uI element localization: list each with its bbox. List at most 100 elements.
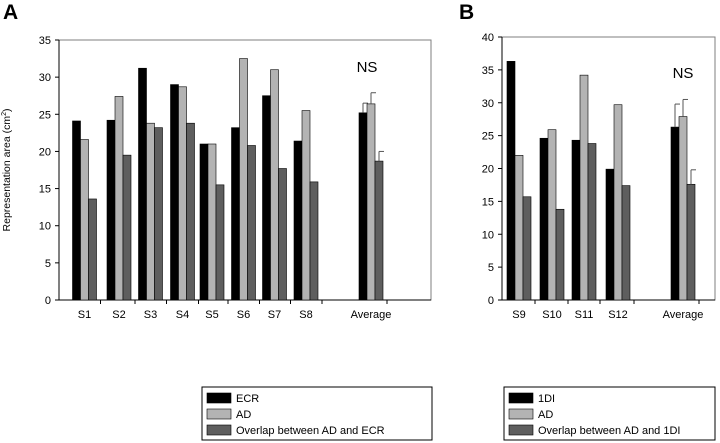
x-tick-label: S6 bbox=[237, 309, 250, 321]
legend-label-a-2: Overlap between AD and ECR bbox=[236, 425, 385, 437]
bar-a-s1-c6 bbox=[270, 69, 279, 301]
legend-swatch-b-0 bbox=[508, 392, 534, 404]
y-tick-label: 20 bbox=[482, 164, 494, 176]
x-tick-label: S3 bbox=[144, 309, 157, 321]
legend-box-a bbox=[201, 386, 433, 441]
legend-swatch-b-1 bbox=[508, 408, 534, 420]
bar-a-s1-c2 bbox=[146, 122, 155, 301]
y-tick-label: 0 bbox=[45, 295, 51, 307]
y-axis-title-a: Representation area (cm2) bbox=[1, 109, 13, 232]
legend-swatch-a-0 bbox=[206, 392, 232, 404]
x-ticks-b: S9 S10 S11 S12 Average bbox=[512, 300, 703, 321]
bar-a-s1-c1 bbox=[114, 96, 124, 301]
chart-panel-a: A Representation area (cm2) NS 0 5 10 15 20 2… bbox=[1, 1, 432, 321]
x-tick-label: S10 bbox=[542, 309, 562, 321]
bar-a-s0-c4 bbox=[199, 143, 209, 301]
y-ticks-b: 0 5 10 15 20 25 30 35 40 bbox=[482, 32, 502, 307]
legend-label-b-2: Overlap between AD and 1DI bbox=[538, 425, 680, 437]
bar-a-s1-c4 bbox=[207, 143, 217, 301]
x-tick-label: S9 bbox=[512, 309, 525, 321]
bar-a-s2-c4 bbox=[215, 184, 225, 301]
bar-a-s0-c7 bbox=[293, 140, 303, 301]
x-tick-label: S2 bbox=[112, 309, 125, 321]
bar-b-s1-c4 bbox=[678, 116, 688, 301]
bar-b-s2-c4 bbox=[686, 183, 696, 301]
bar-a-s0-c6 bbox=[262, 95, 271, 301]
x-tick-label: S4 bbox=[176, 309, 189, 321]
bar-b-s2-c3 bbox=[621, 185, 631, 301]
bar-b-s0-c3 bbox=[605, 168, 615, 301]
y-tick-label: 5 bbox=[45, 258, 51, 270]
bars-a bbox=[72, 58, 384, 301]
y-tick-label: 35 bbox=[482, 65, 494, 77]
y-tick-label: 10 bbox=[39, 221, 51, 233]
bar-b-s1-c3 bbox=[613, 104, 623, 301]
bar-b-s0-c4 bbox=[670, 126, 680, 301]
x-tick-label: S11 bbox=[575, 309, 594, 321]
bar-a-s1-c0 bbox=[80, 139, 89, 301]
legend-label-a-0: ECR bbox=[236, 393, 259, 405]
bar-b-s0-c0 bbox=[506, 61, 516, 301]
bar-a-s1-c5 bbox=[239, 58, 248, 301]
y-ticks-a: 0 5 10 15 20 25 30 35 bbox=[39, 35, 59, 307]
x-tick-label: S7 bbox=[268, 309, 281, 321]
bar-b-s1-c0 bbox=[514, 155, 524, 301]
bar-a-s2-c0 bbox=[88, 198, 97, 301]
bar-a-s2-c8 bbox=[374, 160, 384, 301]
y-tick-label: 30 bbox=[482, 98, 494, 110]
x-tick-label: S1 bbox=[78, 309, 91, 321]
y-tick-label: 0 bbox=[488, 295, 494, 307]
significance-label-b: NS bbox=[673, 65, 694, 82]
bar-a-s0-c3 bbox=[170, 84, 179, 301]
legend-label-b-0: 1DI bbox=[538, 393, 555, 405]
x-tick-label: S8 bbox=[299, 309, 312, 321]
y-tick-label: 10 bbox=[482, 229, 494, 241]
chart-panel-b: B NS 0 5 10 15 20 25 30 35 40 S9 S10 S11 S12 Average bbox=[459, 1, 716, 321]
x-tick-label: Average bbox=[663, 309, 704, 321]
x-tick-label: S5 bbox=[205, 309, 218, 321]
bar-a-s0-c5 bbox=[231, 127, 240, 301]
bar-a-s1-c3 bbox=[178, 86, 187, 301]
x-tick-label: S12 bbox=[608, 309, 628, 321]
bar-a-s2-c2 bbox=[154, 127, 163, 301]
y-tick-label: 15 bbox=[482, 196, 494, 208]
bar-a-s0-c0 bbox=[72, 120, 81, 301]
bar-b-s1-c1 bbox=[547, 129, 557, 301]
y-tick-label: 25 bbox=[482, 131, 494, 143]
bar-b-s0-c2 bbox=[571, 139, 581, 301]
y-tick-label: 5 bbox=[488, 262, 494, 274]
bar-a-s2-c7 bbox=[309, 181, 319, 301]
bars-b bbox=[506, 61, 696, 301]
bar-b-s0-c1 bbox=[539, 137, 549, 301]
bar-b-s2-c0 bbox=[522, 196, 532, 301]
bar-a-s2-c5 bbox=[247, 145, 256, 301]
bar-b-s2-c2 bbox=[587, 143, 597, 301]
bar-a-s0-c1 bbox=[106, 119, 116, 301]
y-tick-label: 40 bbox=[482, 32, 494, 44]
bar-a-s2-c1 bbox=[122, 154, 132, 301]
legend-box-b bbox=[503, 386, 716, 441]
legend-label-b-1: AD bbox=[538, 409, 553, 421]
legend-swatch-b-2 bbox=[508, 424, 534, 436]
bar-a-s1-c8 bbox=[366, 103, 376, 301]
x-ticks-a: S1 S2 S3 S4 S5 S6 S7 S8 Average bbox=[78, 300, 392, 321]
panel-label-a: A bbox=[3, 1, 18, 24]
y-tick-label: 15 bbox=[39, 184, 51, 196]
panel-label-b: B bbox=[459, 1, 474, 24]
bar-a-s2-c6 bbox=[278, 168, 287, 301]
y-tick-label: 30 bbox=[39, 72, 51, 84]
bar-a-s1-c7 bbox=[301, 110, 311, 301]
bar-a-s2-c3 bbox=[186, 122, 195, 301]
legend-swatch-a-1 bbox=[206, 408, 232, 420]
y-tick-label: 20 bbox=[39, 146, 51, 158]
significance-label-a: NS bbox=[357, 59, 378, 76]
bar-b-s2-c1 bbox=[555, 208, 565, 301]
legend-b: 1DI AD Overlap between AD and 1DI bbox=[503, 386, 716, 441]
x-tick-label: Average bbox=[351, 309, 392, 321]
legend-label-a-1: AD bbox=[236, 409, 251, 421]
legend-a: ECR AD Overlap between AD and ECR bbox=[201, 386, 433, 441]
legend-swatch-a-2 bbox=[206, 424, 232, 436]
bar-b-s1-c2 bbox=[579, 74, 589, 301]
bar-a-s0-c8 bbox=[358, 112, 368, 301]
